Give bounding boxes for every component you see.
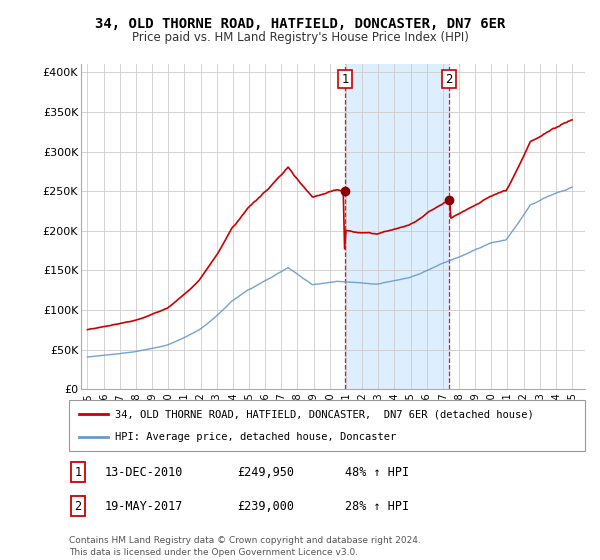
- Text: Contains HM Land Registry data © Crown copyright and database right 2024.
This d: Contains HM Land Registry data © Crown c…: [69, 536, 421, 557]
- Text: 2: 2: [445, 72, 453, 86]
- Text: £249,950: £249,950: [237, 465, 294, 479]
- Text: £239,000: £239,000: [237, 500, 294, 513]
- Text: Price paid vs. HM Land Registry's House Price Index (HPI): Price paid vs. HM Land Registry's House …: [131, 31, 469, 44]
- Text: 1: 1: [341, 72, 349, 86]
- Text: 28% ↑ HPI: 28% ↑ HPI: [345, 500, 409, 513]
- FancyBboxPatch shape: [69, 400, 585, 451]
- Text: 34, OLD THORNE ROAD, HATFIELD, DONCASTER,  DN7 6ER (detached house): 34, OLD THORNE ROAD, HATFIELD, DONCASTER…: [115, 409, 534, 419]
- Text: HPI: Average price, detached house, Doncaster: HPI: Average price, detached house, Donc…: [115, 432, 397, 442]
- Text: 48% ↑ HPI: 48% ↑ HPI: [345, 465, 409, 479]
- Bar: [345, 64, 449, 389]
- Text: 13-DEC-2010: 13-DEC-2010: [105, 465, 184, 479]
- Text: 34, OLD THORNE ROAD, HATFIELD, DONCASTER, DN7 6ER: 34, OLD THORNE ROAD, HATFIELD, DONCASTER…: [95, 17, 505, 31]
- Text: 2: 2: [74, 500, 82, 513]
- Text: 1: 1: [74, 465, 82, 479]
- Text: 19-MAY-2017: 19-MAY-2017: [105, 500, 184, 513]
